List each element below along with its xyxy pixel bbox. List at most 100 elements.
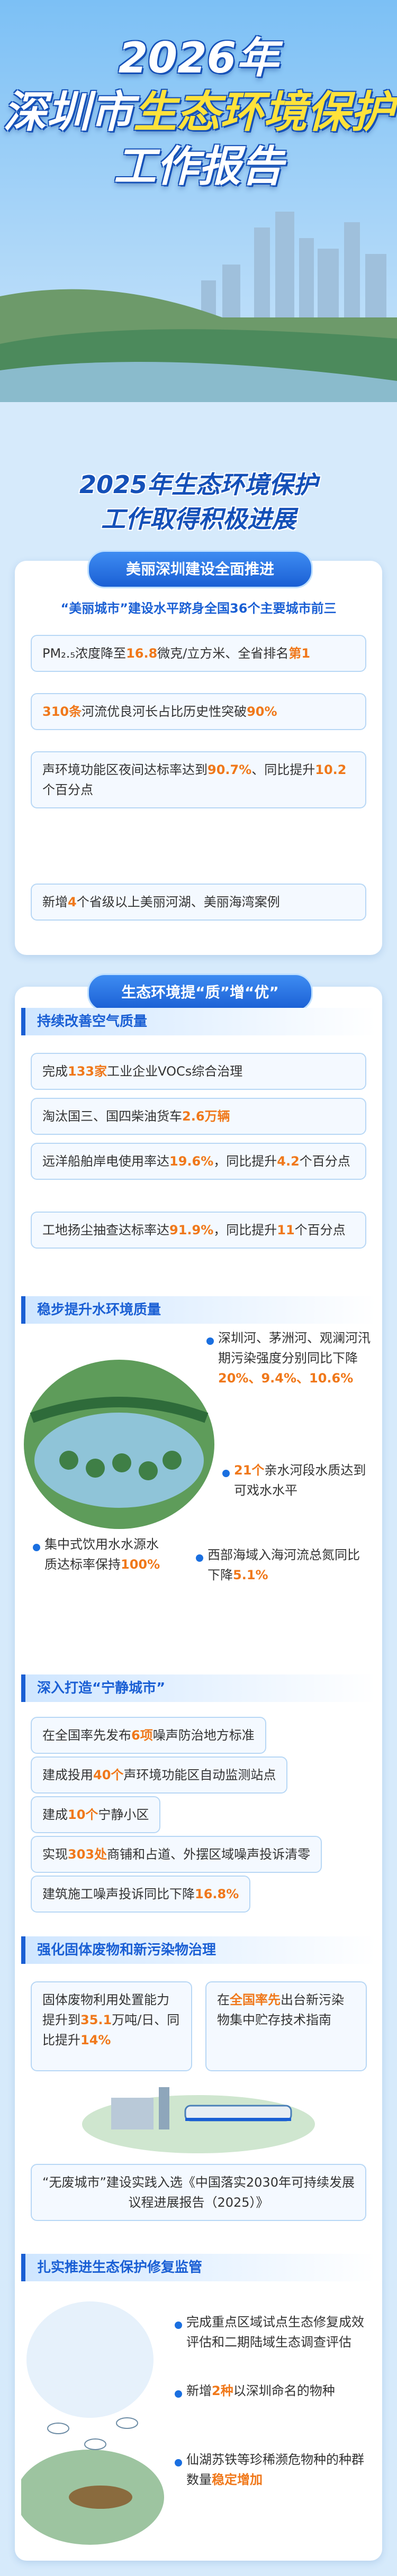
group-heading: 深入打造“宁静城市”: [21, 1674, 376, 1702]
highlight: 133家: [68, 1064, 107, 1079]
highlight: 第1: [288, 646, 311, 661]
text: 个百分点: [294, 1223, 346, 1237]
highlight: 16.8: [126, 646, 158, 661]
text: 宁静小区: [98, 1807, 149, 1822]
text: 微克/立方米、全省排名: [157, 646, 289, 661]
highlight: 90%: [247, 704, 277, 719]
group-heading: 持续改善空气质量: [21, 1008, 376, 1035]
text: 完成重点区域试点生态修复成效评估和二期陆域生态调查评估: [186, 2315, 364, 2350]
text: 西部海域入海河流总氮同比下降: [207, 1548, 360, 1582]
text: 噪声防治地方标准: [152, 1728, 255, 1743]
section-tab: 美丽深圳建设全面推进: [87, 550, 313, 588]
text: 、同比提升: [251, 762, 315, 777]
item: 集中式饮用水水源水质达标率保持100%: [44, 1534, 166, 1574]
text: 河流优良河长占比历史性突破: [82, 704, 247, 719]
highlight: 2.6万辆: [182, 1109, 230, 1124]
item: 固体废物利用处置能力提升到35.1万吨/日、同比提升14%: [31, 1981, 192, 2071]
item: 淘汰国三、国四柴油货车2.6万辆: [31, 1098, 366, 1135]
text: 声环境功能区自动监测站点: [123, 1768, 276, 1782]
text: ，同比提升: [213, 1223, 277, 1237]
highlight: 91.9%: [169, 1223, 214, 1237]
group-heading: 强化固体废物和新污染物治理: [21, 1936, 376, 1964]
text: 仙湖苏铁等珍稀濒危物种的种群数量: [186, 2452, 364, 2487]
item: 建成10个宁静小区: [31, 1796, 161, 1833]
text: 深圳河、茅洲河、观澜河汛期污染强度分别同比下降: [218, 1331, 371, 1366]
bullet: [33, 1544, 40, 1551]
title-year: 2026年: [118, 33, 279, 83]
highlight: 10个: [68, 1807, 98, 1822]
highlight: 100%: [121, 1557, 160, 1572]
text: 远洋船舶岸电使用率达: [42, 1154, 169, 1169]
item: 实现303处商铺和占道、外摆区域噪声投诉清零: [31, 1836, 322, 1873]
title-end: 工作报告: [114, 142, 283, 191]
highlight: 310条: [42, 704, 82, 719]
highlight: 4: [68, 895, 77, 909]
text: 工地扬尘抽查达标率达: [42, 1223, 169, 1237]
item: 新增4个省级以上美丽河湖、美丽海湾案例: [31, 884, 366, 921]
bullet: [206, 1337, 214, 1345]
highlight: 16.8%: [195, 1887, 239, 1901]
text: 出台新污染物集中贮存技术指南: [217, 1992, 344, 2027]
water-illustration: [24, 1360, 214, 1529]
text: 淘汰国三、国四柴油货车: [42, 1109, 182, 1124]
text: 集中式饮用水水源水质达标率保持: [44, 1537, 159, 1572]
text: 个百分点: [299, 1154, 350, 1169]
highlight: 10.2: [315, 762, 347, 777]
text: PM₂.₅浓度降至: [42, 646, 127, 661]
text: 建成: [42, 1807, 68, 1822]
item: 在全国率先出台新污染物集中贮存技术指南: [205, 1981, 367, 2071]
item: 西部海域入海河流总氮同比下降5.1%: [207, 1545, 366, 1585]
highlight: 全国率先: [230, 1992, 281, 2007]
text: 工业企业VOCs综合治理: [107, 1064, 243, 1079]
text: 亲水河段水质达到可戏水水平: [234, 1463, 366, 1498]
text: 个省级以上美丽河湖、美丽海湾案例: [76, 895, 280, 909]
factory-illustration: [82, 2087, 315, 2153]
item: 310条河流优良河长占比历史性突破90%: [31, 693, 366, 730]
text: 万吨/日、同比提升: [42, 2013, 180, 2047]
item: PM₂.₅浓度降至16.8微克/立方米、全省排名第1: [31, 635, 366, 672]
highlight: 35.1: [80, 2013, 112, 2027]
lead: “美丽城市”建设水平跻身全国36个主要城市前三: [60, 601, 337, 616]
highlight: 40个: [93, 1768, 124, 1782]
text: 建成投用: [42, 1768, 93, 1782]
item: 21个亲水河段水质达到可戏水水平: [234, 1460, 372, 1500]
bullet: [175, 2459, 182, 2466]
item: 建筑施工噪声投诉同比下降16.8%: [31, 1876, 251, 1913]
subtitle: 2025年生态环境保护: [79, 470, 318, 499]
highlight: 稳定增加: [212, 2472, 263, 2487]
text: “无废城市”建设实践入选《中国落实2030年可持续发展议程进展报告（2025）》: [42, 2175, 355, 2210]
title-part: 深圳市: [3, 87, 133, 138]
title-main: 深圳市生态环境保护: [0, 77, 397, 140]
highlight: 2种: [212, 2383, 233, 2398]
item: 在全国率先发布6项噪声防治地方标准: [31, 1717, 266, 1754]
item: 完成133家工业企业VOCs综合治理: [31, 1053, 366, 1090]
section-tab: 生态环境提“质”增“优”: [87, 973, 313, 1012]
header-art: [0, 0, 397, 455]
bullet: [175, 2322, 182, 2329]
bullet: [196, 1554, 203, 1562]
text: 在: [217, 1992, 230, 2007]
highlight: 303处: [68, 1847, 107, 1862]
text: 个百分点: [42, 782, 93, 797]
highlight: 19.6%: [169, 1154, 214, 1169]
title-highlight: 生态环境保护: [133, 87, 394, 138]
item: 建成投用40个声环境功能区自动监测站点: [31, 1756, 288, 1794]
text: 建筑施工噪声投诉同比下降: [42, 1887, 195, 1901]
text: 新增: [186, 2383, 212, 2398]
text: 声环境功能区夜间达标率达到: [42, 762, 207, 777]
highlight: 6项: [131, 1728, 153, 1743]
highlight: 20%、9.4%、10.6%: [218, 1371, 354, 1386]
bullet: [222, 1470, 230, 1477]
text: ，同比提升: [213, 1154, 277, 1169]
item: 声环境功能区夜间达标率达到90.7%、同比提升10.2 个百分点: [31, 751, 366, 808]
item: “无废城市”建设实践入选《中国落实2030年可持续发展议程进展报告（2025）》: [31, 2164, 366, 2221]
highlight: 90.7%: [207, 762, 252, 777]
highlight: 11: [277, 1223, 295, 1237]
text: 实现: [42, 1847, 68, 1862]
item: 仙湖苏铁等珍稀濒危物种的种群数量稳定增加: [186, 2450, 372, 2490]
highlight: 5.1%: [233, 1568, 268, 1582]
group-heading: 稳步提升水环境质量: [21, 1296, 376, 1324]
highlight: 14%: [80, 2033, 111, 2047]
text: 商铺和占道、外摆区域噪声投诉清零: [107, 1847, 311, 1862]
